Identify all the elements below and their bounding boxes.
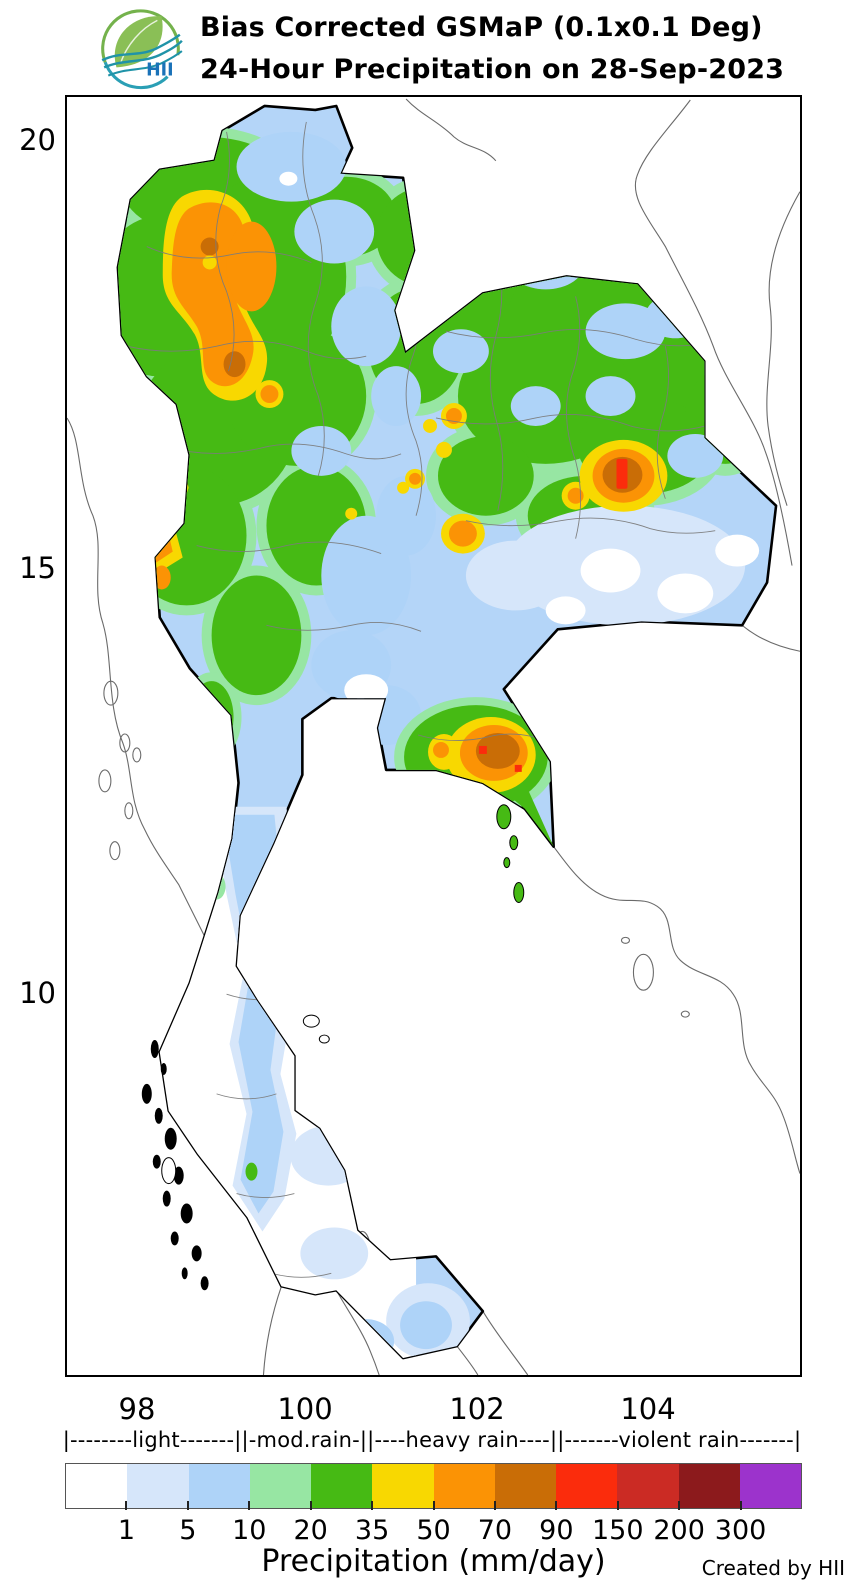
colorbar-segment-6	[433, 1464, 495, 1508]
colorbar-segment-7	[494, 1464, 556, 1508]
colorbar-segment-4	[311, 1464, 373, 1508]
precipitation-layers	[117, 126, 776, 1359]
intensity-classes-line: |--------light-------||-mod.rain-||----h…	[62, 1428, 802, 1452]
precipitation-map	[65, 95, 802, 1377]
precipitation-colorbar	[65, 1463, 802, 1509]
colorbar-tick-90	[555, 1501, 558, 1510]
colorbar-segment-1	[127, 1464, 189, 1508]
lat-label-10: 10	[19, 976, 56, 1010]
colorbar-segment-9	[617, 1464, 679, 1508]
colorbar-segment-2	[188, 1464, 250, 1508]
colorbar-segment-0	[66, 1464, 128, 1508]
page-title: Bias Corrected GSMaP (0.1x0.1 Deg)	[200, 12, 763, 43]
scale-number-35: 35	[354, 1515, 390, 1546]
scale-number-90: 90	[539, 1515, 574, 1546]
colorbar-tick-70	[493, 1501, 496, 1510]
lat-label-20: 20	[19, 123, 56, 157]
lat-label-15: 15	[19, 551, 56, 585]
scale-number-200: 200	[653, 1515, 705, 1546]
scale-number-10: 10	[232, 1515, 267, 1546]
scale-number-20: 20	[293, 1515, 328, 1546]
islands	[141, 804, 525, 1291]
neighbor-country-borders	[67, 98, 800, 1375]
colorbar-tick-50	[432, 1501, 435, 1510]
colorbar-axis-title: Precipitation (mm/day)	[261, 1544, 606, 1579]
lon-label-104: 104	[620, 1392, 676, 1426]
colorbar-tick-5	[186, 1501, 189, 1510]
colorbar-segment-10	[678, 1464, 740, 1508]
hii-logo-icon: HII	[101, 9, 183, 90]
colorbar-tick-300	[739, 1501, 742, 1510]
colorbar-tick-1	[125, 1501, 128, 1510]
scale-number-150: 150	[591, 1515, 644, 1546]
colorbar-segment-5	[372, 1464, 434, 1508]
scale-number-5: 5	[179, 1515, 197, 1546]
scale-number-70: 70	[477, 1515, 513, 1546]
colorbar-tick-200	[678, 1501, 681, 1510]
colorbar-tick-35	[371, 1501, 374, 1510]
scale-number-1: 1	[117, 1515, 135, 1546]
logo-text: HII	[146, 61, 173, 81]
colorbar-segment-8	[556, 1464, 618, 1508]
colorbar-tick-150	[616, 1501, 619, 1510]
province-borders	[126, 121, 716, 1278]
colorbar-tick-20	[309, 1501, 312, 1510]
colorbar-tick-10	[248, 1501, 251, 1510]
colorbar-segment-3	[249, 1464, 311, 1508]
scale-number-50: 50	[416, 1515, 451, 1546]
lon-label-100: 100	[277, 1392, 333, 1426]
thailand-precipitation-svg	[67, 98, 800, 1375]
hii-logo: HII	[96, 4, 186, 90]
credit-text: Created by HII	[701, 1556, 845, 1580]
lon-label-98: 98	[118, 1392, 156, 1426]
lon-label-102: 102	[449, 1392, 505, 1426]
colorbar-segment-11	[739, 1464, 801, 1508]
page-subtitle: 24-Hour Precipitation on 28-Sep-2023	[200, 54, 785, 85]
scale-number-300: 300	[714, 1515, 767, 1546]
